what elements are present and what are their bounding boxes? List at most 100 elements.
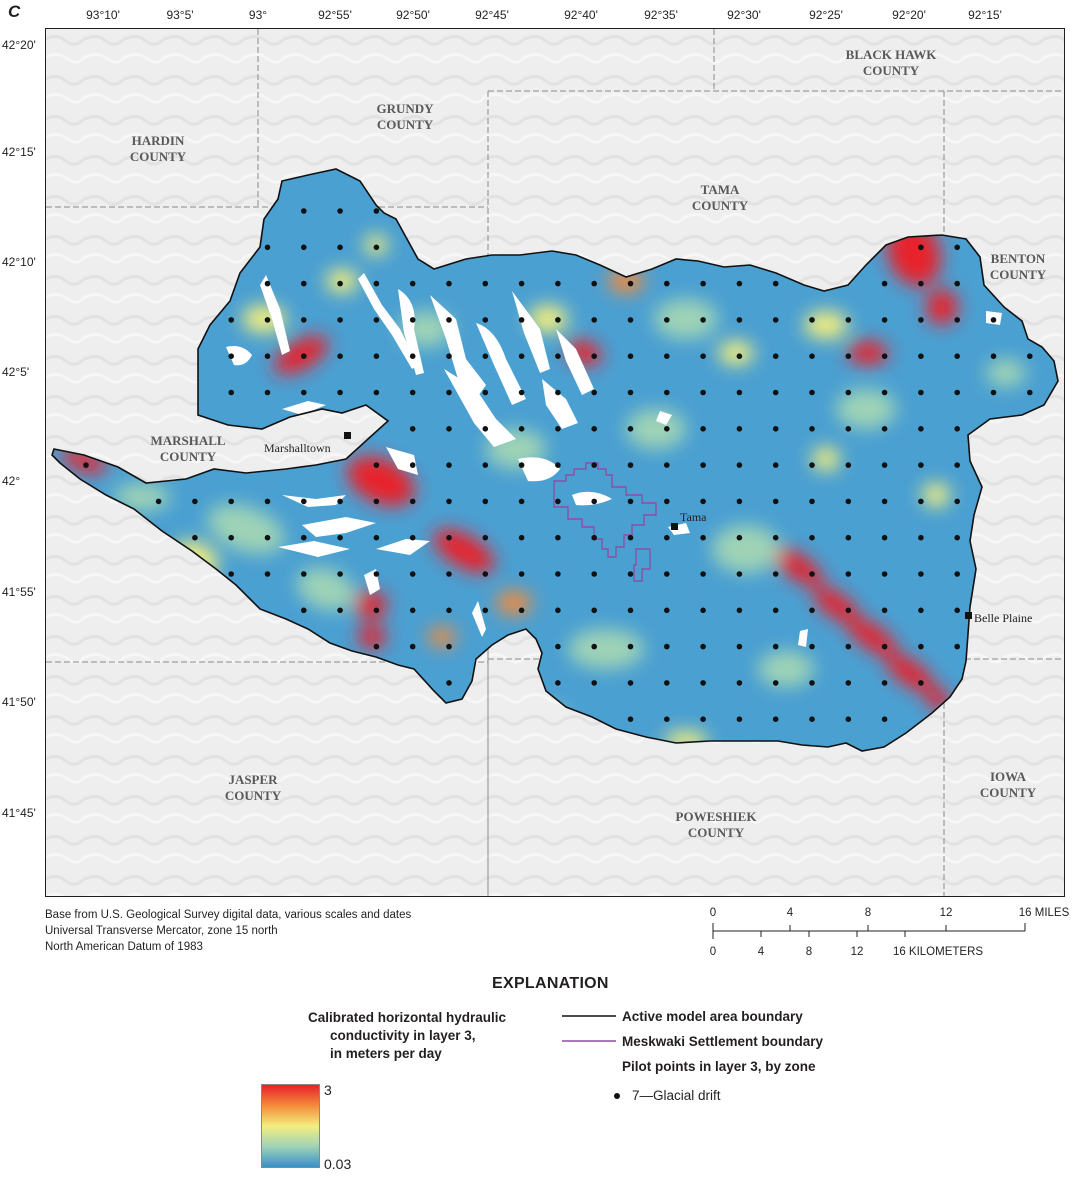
conductivity-zone xyxy=(568,629,644,669)
conductivity-zone xyxy=(712,525,780,573)
conductivity-zone xyxy=(296,567,356,611)
credit-line: Base from U.S. Geological Survey digital… xyxy=(45,909,412,921)
pilot-point xyxy=(700,426,706,432)
longitude-tick-label: 93°5' xyxy=(166,8,194,22)
pilot-point xyxy=(809,353,815,360)
pilot-point xyxy=(664,462,670,468)
pilot-point xyxy=(664,317,670,323)
pilot-point xyxy=(301,498,307,505)
conductivity-zone xyxy=(528,305,568,333)
pilot-point xyxy=(591,680,597,686)
map-canvas xyxy=(46,29,1064,896)
pilot-point xyxy=(736,716,743,722)
pilot-point xyxy=(954,571,960,577)
pilot-point xyxy=(555,498,561,505)
scale-mile-label: 12 xyxy=(939,907,953,919)
pilot-point xyxy=(264,244,271,251)
legend-pilot-points-heading: Pilot points in layer 3, by zone xyxy=(622,1059,816,1074)
pilot-point xyxy=(772,643,779,650)
pilot-point xyxy=(446,353,452,360)
pilot-point xyxy=(409,426,416,432)
latitude-tick-label: 41°50' xyxy=(2,695,36,709)
pilot-point xyxy=(627,317,634,323)
pilot-point xyxy=(446,462,452,468)
pilot-point xyxy=(627,280,634,287)
county-label-hardin: HARDIN COUNTY xyxy=(129,133,187,164)
pilot-point xyxy=(555,607,561,614)
town-label-marshalltown: Marshalltown xyxy=(264,441,331,455)
pilot-point xyxy=(591,607,597,614)
pilot-point xyxy=(954,426,960,432)
pilot-point xyxy=(627,571,634,577)
pilot-point xyxy=(736,280,743,287)
pilot-point xyxy=(736,680,743,686)
conductivity-zone xyxy=(61,448,107,474)
pilot-point xyxy=(555,462,561,468)
longitude-tick-label: 93°10' xyxy=(86,8,120,22)
inactive-area xyxy=(260,275,290,355)
inactive-area xyxy=(282,401,326,415)
latitude-tick-label: 42°15' xyxy=(2,145,36,159)
pilot-point xyxy=(228,317,234,323)
pilot-point xyxy=(736,462,743,468)
pilot-point xyxy=(446,571,452,577)
pilot-point xyxy=(954,317,960,323)
pilot-point xyxy=(264,571,271,577)
pilot-point xyxy=(809,426,815,432)
pilot-point xyxy=(845,389,852,396)
pilot-point xyxy=(155,498,162,505)
credit-line: Universal Transverse Mercator, zone 15 n… xyxy=(45,925,278,937)
pilot-point xyxy=(845,534,852,541)
inactive-area xyxy=(556,329,594,395)
longitude-tick-label: 92°50' xyxy=(396,8,430,22)
inactive-area xyxy=(302,517,376,537)
scale-km-label: 8 xyxy=(805,946,813,958)
colorbar-title-line: Calibrated horizontal hydraulic xyxy=(308,1010,507,1025)
pilot-point xyxy=(373,280,380,287)
pilot-point xyxy=(954,353,960,360)
inactive-area xyxy=(518,457,560,482)
conductivity-zone xyxy=(274,335,328,375)
pilot-point xyxy=(518,462,525,468)
pilot-point xyxy=(264,389,271,396)
pilot-point xyxy=(954,389,960,396)
pilot-point xyxy=(555,389,561,396)
scale-bar-graphic xyxy=(712,923,1026,939)
pilot-point xyxy=(409,280,416,287)
map-frame: BLACK HAWK COUNTY GRUNDY COUNTY HARDIN C… xyxy=(45,28,1065,897)
legend-meskwaki-boundary-label: Meskwaki Settlement boundary xyxy=(622,1034,824,1049)
pilot-point xyxy=(736,426,743,432)
pilot-point xyxy=(446,389,452,396)
pilot-point xyxy=(954,643,960,650)
pilot-point xyxy=(518,498,525,505)
colorbar-title: Calibrated horizontal hydraulic conducti… xyxy=(308,1009,506,1063)
pilot-point xyxy=(555,571,561,577)
conductivity-zone xyxy=(428,627,456,647)
conductivity-zone xyxy=(848,341,888,365)
pilot-point xyxy=(555,317,561,323)
pilot-point xyxy=(409,498,416,505)
pilot-point xyxy=(736,498,743,505)
pilot-point xyxy=(664,389,670,396)
pilot-point xyxy=(700,643,706,650)
meskwaki-settlement-boundary xyxy=(553,462,657,558)
pilot-point xyxy=(627,716,634,722)
pilot-point xyxy=(772,571,779,577)
pilot-point xyxy=(918,280,924,287)
pilot-point xyxy=(591,571,597,577)
town-label-tama: Tama xyxy=(680,510,707,524)
conductivity-zone xyxy=(922,483,950,507)
pilot-point xyxy=(772,389,779,396)
pilot-point xyxy=(627,534,634,541)
pilot-point xyxy=(591,353,597,360)
pilot-point xyxy=(845,716,852,722)
pilot-point xyxy=(409,643,416,650)
pilot-point xyxy=(518,426,525,432)
conductivity-zone xyxy=(836,389,896,429)
pilot-point xyxy=(664,643,670,650)
pilot-point xyxy=(409,571,416,577)
pilot-point xyxy=(482,426,489,432)
pilot-point xyxy=(555,426,561,432)
conductivity-zone xyxy=(355,591,387,619)
pilot-point xyxy=(736,607,743,614)
